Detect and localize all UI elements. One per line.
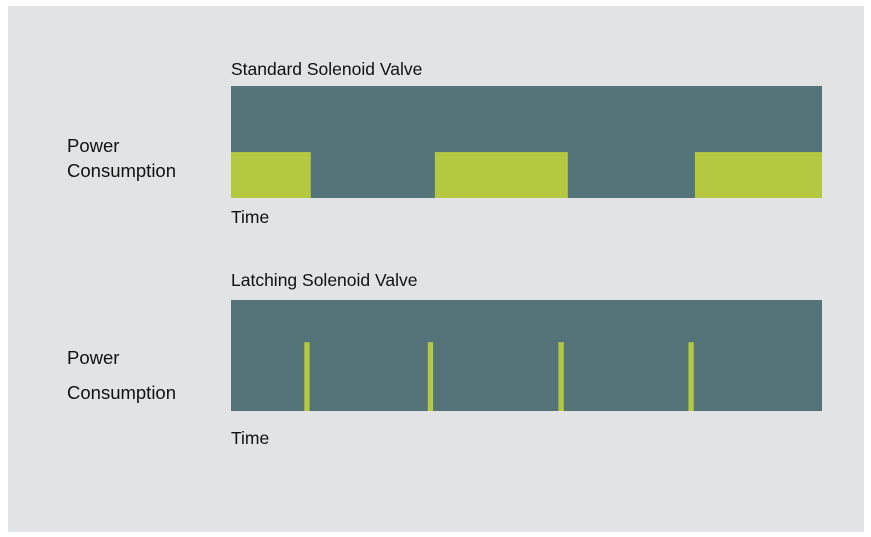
chart-title-latching: Latching Solenoid Valve (231, 270, 418, 290)
x-axis-label-standard: Time (231, 207, 270, 227)
chart-canvas: Standard Solenoid Valve Power Consumptio… (8, 6, 864, 532)
power-pulse-1 (304, 342, 310, 411)
power-pulse-4 (688, 342, 694, 411)
power-pulse-2 (434, 152, 568, 198)
power-pulse-2 (427, 342, 434, 411)
y-axis-label-standard-line1: Power (67, 135, 120, 156)
power-pulse-3 (558, 342, 564, 411)
y-axis-label-latching-line1: Power (67, 347, 120, 368)
power-pulses-latching (304, 342, 694, 411)
x-axis-label-latching: Time (231, 428, 270, 448)
latching-valve-plot (231, 300, 822, 411)
plot-area-latching (231, 300, 822, 411)
standard-valve-plot (231, 86, 822, 198)
y-axis-label-standard-line2: Consumption (67, 160, 177, 181)
chart-title-standard: Standard Solenoid Valve (231, 59, 423, 79)
power-pulses-standard (231, 152, 822, 198)
power-pulse-3 (694, 152, 822, 198)
power-pulse-1 (231, 152, 311, 198)
y-axis-label-latching-line2: Consumption (67, 382, 177, 403)
